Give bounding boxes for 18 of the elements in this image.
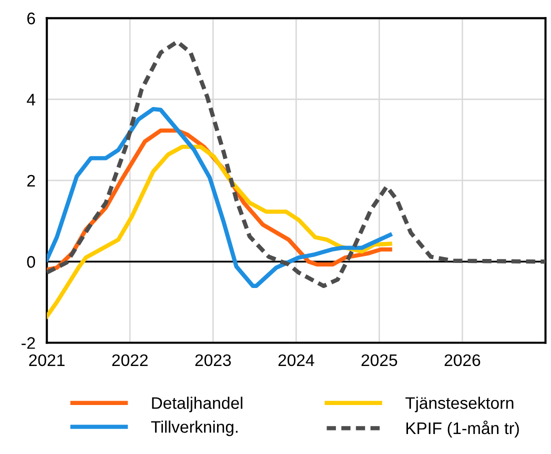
legend-label: Detaljhandel <box>152 396 242 412</box>
x-tick-label: 2023 <box>195 354 231 366</box>
x-tick-label: 2024 <box>278 354 314 366</box>
line-series <box>46 144 392 318</box>
x-tick-label: 2025 <box>362 354 398 366</box>
line-series <box>46 40 546 288</box>
x-tick-label: 2022 <box>112 354 148 366</box>
line-series <box>46 106 392 288</box>
y-tick-label: 2 <box>27 174 35 187</box>
legend-label: Tjänstesektorn <box>405 396 514 412</box>
legend-label: Tillverkning. <box>151 420 238 436</box>
y-tick-label: 6 <box>27 12 35 24</box>
y-tick-label: 0 <box>27 256 36 268</box>
y-tick-label: 4 <box>26 94 36 106</box>
x-tick-label: 2021 <box>29 354 65 366</box>
y-tick-label: -2 <box>22 337 35 349</box>
legend-label: KPIF (1-mån tr) <box>406 420 519 438</box>
x-tick-label: 2026 <box>444 354 480 366</box>
